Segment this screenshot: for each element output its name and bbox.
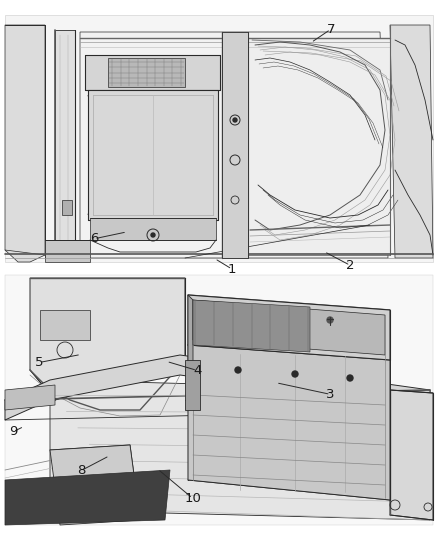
Polygon shape	[62, 200, 72, 215]
Circle shape	[292, 371, 298, 377]
Polygon shape	[5, 385, 55, 410]
Polygon shape	[185, 360, 200, 410]
Polygon shape	[5, 470, 170, 525]
Polygon shape	[193, 300, 310, 352]
Text: 3: 3	[326, 388, 335, 401]
Text: 10: 10	[184, 492, 201, 505]
Text: 9: 9	[9, 425, 18, 438]
Text: 6: 6	[90, 232, 99, 245]
Polygon shape	[5, 25, 45, 262]
Polygon shape	[50, 445, 140, 525]
Polygon shape	[5, 15, 433, 262]
Polygon shape	[45, 240, 90, 262]
Polygon shape	[5, 355, 430, 420]
Polygon shape	[30, 278, 185, 400]
Text: 2: 2	[346, 259, 355, 272]
Polygon shape	[188, 295, 193, 395]
Polygon shape	[40, 310, 90, 340]
Text: 5: 5	[35, 356, 44, 369]
Polygon shape	[188, 345, 390, 500]
Circle shape	[235, 367, 241, 373]
Text: 8: 8	[77, 464, 85, 477]
Circle shape	[151, 233, 155, 237]
Circle shape	[347, 375, 353, 381]
Polygon shape	[50, 380, 430, 520]
Polygon shape	[5, 275, 433, 525]
Polygon shape	[222, 32, 248, 258]
Polygon shape	[90, 218, 216, 240]
Text: 7: 7	[326, 23, 335, 36]
Polygon shape	[188, 295, 390, 360]
Polygon shape	[193, 300, 385, 355]
Polygon shape	[248, 38, 390, 255]
Circle shape	[233, 118, 237, 122]
Polygon shape	[80, 32, 388, 258]
Polygon shape	[85, 55, 220, 90]
Circle shape	[327, 317, 333, 323]
Polygon shape	[55, 30, 75, 255]
Polygon shape	[88, 90, 218, 220]
Polygon shape	[108, 58, 185, 87]
Text: 4: 4	[193, 364, 201, 377]
Text: 1: 1	[228, 263, 237, 276]
Polygon shape	[390, 25, 433, 258]
Polygon shape	[390, 390, 433, 520]
